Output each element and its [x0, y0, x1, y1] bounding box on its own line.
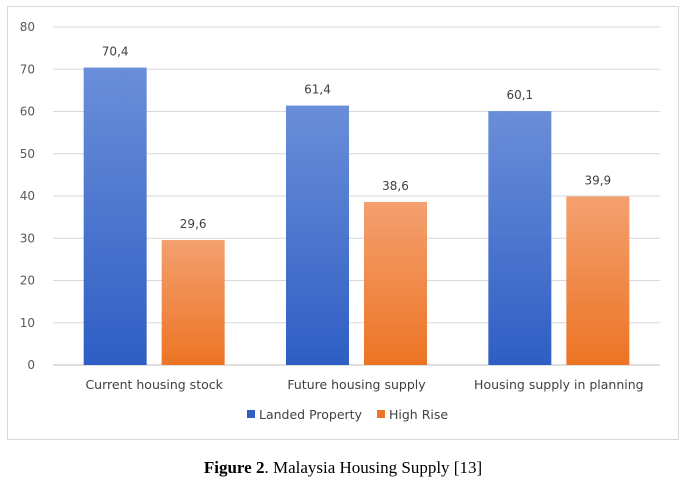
- data-label: 29,6: [180, 217, 207, 231]
- data-labels: 70,4 29,6 61,4 38,6 60,1 39,9: [102, 45, 611, 231]
- bar-landed: [83, 67, 147, 365]
- x-category-label: Housing supply in planning: [474, 377, 644, 392]
- data-label: 39,9: [584, 173, 611, 187]
- bar-landed: [286, 105, 349, 366]
- bar-highrise: [364, 201, 427, 365]
- legend-swatch-highrise: [377, 410, 385, 418]
- gridlines: [53, 26, 660, 366]
- legend-swatch-landed: [247, 410, 255, 418]
- y-tick-label: 70: [20, 62, 35, 76]
- y-tick-label: 0: [27, 358, 35, 372]
- y-tick-label: 50: [20, 147, 35, 161]
- data-label: 38,6: [382, 179, 409, 193]
- y-tick-label: 60: [20, 105, 35, 119]
- x-category-label: Future housing supply: [287, 377, 426, 392]
- legend-label-landed: Landed Property: [259, 407, 363, 422]
- data-label: 70,4: [102, 45, 129, 59]
- bar-chart: 0 10 20 30 40 50 60 70 80 70,4 29,6 61,4 38,6 60,1 39…: [20, 20, 660, 422]
- x-axis-categories: Current housing stock Future housing supp…: [85, 377, 643, 392]
- data-label: 60,1: [506, 88, 533, 102]
- y-tick-label: 10: [20, 316, 35, 330]
- bar-landed: [488, 111, 552, 365]
- figure-caption-text: . Malaysia Housing Supply [13]: [264, 458, 483, 477]
- legend-label-highrise: High Rise: [389, 407, 448, 422]
- chart-frame: 0 10 20 30 40 50 60 70 80 70,4 29,6 61,4 38,6 60,1 39…: [7, 6, 679, 440]
- y-tick-label: 30: [20, 231, 35, 245]
- bar-highrise: [566, 196, 630, 365]
- y-tick-label: 80: [20, 20, 35, 34]
- bars: [83, 67, 630, 366]
- figure-caption-label: Figure 2: [203, 458, 265, 477]
- y-axis-ticks: 0 10 20 30 40 50 60 70 80: [20, 20, 35, 372]
- bar-highrise: [161, 239, 225, 365]
- y-tick-label: 20: [20, 274, 35, 288]
- x-category-label: Current housing stock: [85, 377, 223, 392]
- legend: Landed Property High Rise: [247, 407, 448, 422]
- figure-caption: Figure 2. Malaysia Housing Supply [13]: [0, 458, 686, 478]
- y-tick-label: 40: [20, 189, 35, 203]
- data-label: 61,4: [304, 83, 331, 97]
